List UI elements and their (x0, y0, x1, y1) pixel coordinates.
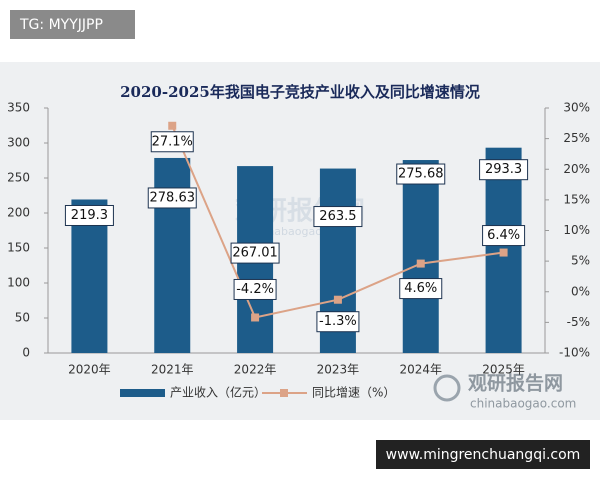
label-box (482, 225, 526, 247)
y2-tick-label: 20% (563, 162, 590, 176)
y-tick-label: 100 (7, 276, 30, 290)
y2-tick-label: 0% (571, 284, 590, 298)
data-label: -4.2% (236, 282, 274, 297)
y-tick-label: 50 (15, 311, 30, 325)
x-tick-label: 2022年 (234, 363, 277, 377)
bar (154, 157, 191, 353)
y-tick-label: 200 (7, 206, 30, 220)
data-label: 293.3 (485, 162, 522, 177)
marker (168, 121, 177, 130)
x-tick-label: 2020年 (68, 363, 111, 377)
data-label: -1.3% (319, 314, 357, 329)
y2-tick-label: 25% (563, 131, 590, 145)
marker (499, 248, 508, 257)
legend-label: 同比增速（%） (312, 386, 395, 400)
legend-swatch (280, 389, 288, 397)
marker (333, 295, 342, 304)
label-box (147, 187, 197, 209)
data-label: 278.63 (150, 190, 196, 205)
data-label: 219.3 (71, 208, 108, 223)
y2-tick-label: -10% (559, 346, 590, 360)
data-label: 27.1% (152, 134, 193, 149)
y-tick-label: 150 (7, 241, 30, 255)
x-tick-label: 2025年 (482, 363, 525, 377)
y2-tick-label: 10% (563, 223, 590, 237)
watermark: 观研报告网 (468, 372, 563, 395)
y2-tick-label: -5% (567, 315, 590, 329)
marker (251, 313, 260, 322)
y-tick-label: 350 (7, 101, 30, 115)
y2-tick-label: 5% (571, 254, 590, 268)
badge-text: TG: MYYJJPP (19, 17, 103, 33)
label-box (479, 159, 529, 181)
data-label: 267.01 (232, 246, 278, 261)
marker (416, 259, 425, 268)
label-box (313, 206, 363, 228)
label-box (233, 278, 277, 300)
watermark-logo (433, 374, 461, 402)
y-tick-label: 250 (7, 171, 30, 185)
x-tick-label: 2023年 (317, 363, 360, 377)
y2-tick-label: 30% (563, 101, 590, 115)
data-label: 263.5 (319, 209, 356, 224)
label-box (316, 311, 360, 333)
legend-label: 产业收入（亿元） (170, 385, 266, 400)
legend-swatch (120, 389, 165, 397)
x-tick-label: 2021年 (151, 363, 194, 377)
y-tick-label: 300 (7, 136, 30, 150)
badge (10, 10, 135, 39)
x-tick-label: 2024年 (399, 363, 442, 377)
watermark: chinabaogao.com (470, 397, 576, 411)
y-tick-label: 0 (22, 346, 30, 360)
chart-title: 2020-2025年我国电子竞技产业收入及同比增速情况 (120, 83, 480, 101)
data-label: 275.68 (398, 167, 444, 182)
label-box (399, 278, 443, 300)
label-box (150, 131, 194, 153)
data-label: 4.6% (404, 281, 437, 296)
label-box (230, 242, 280, 264)
label-box (64, 204, 114, 226)
data-label: 6.4% (487, 228, 520, 243)
bar (402, 160, 439, 353)
y2-tick-label: 15% (563, 192, 590, 206)
badge-text: www.mingrenchuangqi.com (386, 447, 581, 463)
badge (376, 440, 590, 469)
label-box (396, 163, 446, 185)
